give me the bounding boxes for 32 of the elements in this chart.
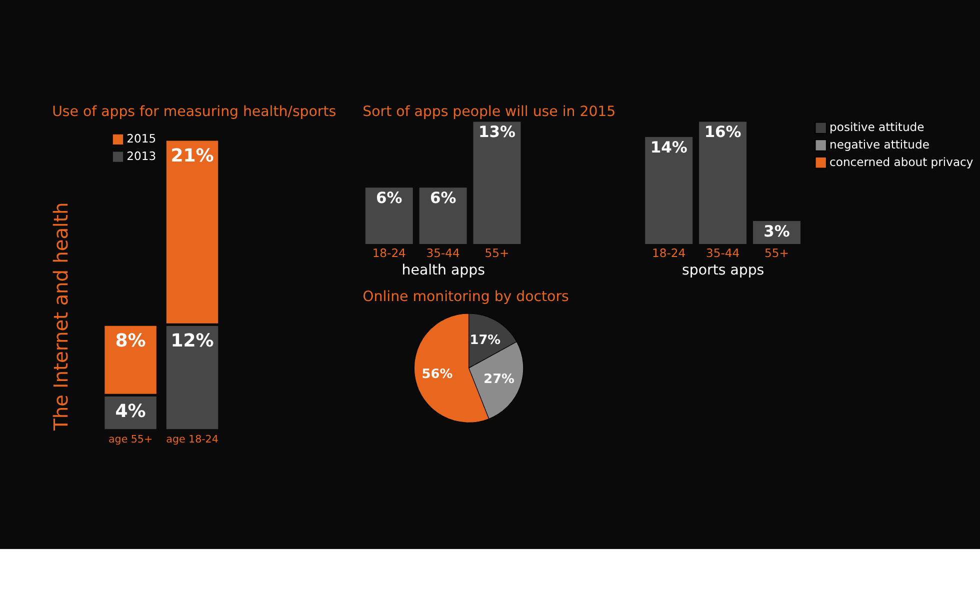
text: Online monitoring by doctors: [362, 289, 569, 306]
data-label: 12%: [170, 330, 214, 352]
data-label: 3%: [764, 222, 790, 240]
data-label: 8%: [115, 330, 146, 352]
legend-label: 2015: [126, 132, 156, 146]
x-tick-label: age 55+: [108, 434, 153, 446]
text: The Internet and health: [50, 202, 73, 432]
data-label: 27%: [484, 372, 515, 387]
chart-title: Sort of apps people will use in 2015: [362, 104, 616, 120]
x-axis-title: sports apps: [682, 262, 764, 278]
legend-label: 2013: [126, 149, 156, 164]
data-label: 4%: [115, 401, 146, 422]
data-label: 6%: [430, 189, 456, 207]
data-label: 14%: [650, 138, 688, 156]
legend-label: positive attitude: [830, 120, 924, 134]
x-tick-label: 18-24: [652, 246, 686, 260]
data-label: 13%: [478, 123, 516, 142]
legend-label: concerned about privacy: [830, 154, 974, 169]
x-tick-label: 35-44: [426, 246, 460, 260]
data-label: 56%: [422, 366, 453, 382]
x-axis-title: health apps: [402, 262, 485, 278]
x-tick-label: 18-24: [372, 246, 406, 260]
x-tick-label: 55+: [764, 246, 789, 260]
x-tick-label: 35-44: [706, 246, 740, 260]
data-label: 16%: [704, 123, 742, 142]
x-tick-label: 55+: [484, 246, 510, 260]
data-label: 6%: [376, 189, 402, 207]
data-label: 17%: [470, 333, 501, 348]
x-tick-label: age 18-24: [166, 434, 218, 446]
data-label: 21%: [170, 145, 214, 166]
legend-label: negative attitude: [830, 137, 930, 152]
chart-title: Use of apps for measuring health/sports: [52, 104, 336, 120]
